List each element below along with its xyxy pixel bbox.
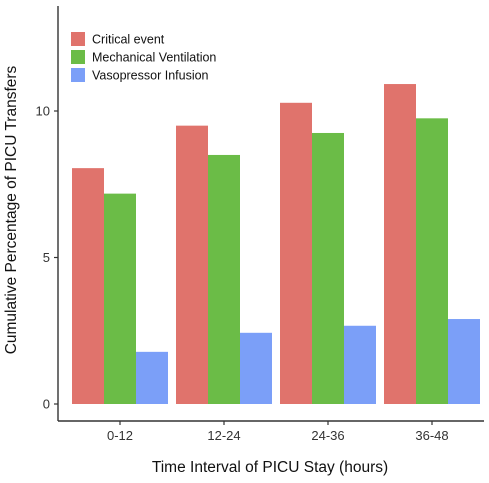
legend-label: Critical event bbox=[92, 33, 165, 47]
bar-mechanical-ventilation-12-24 bbox=[208, 154, 240, 404]
y-tick-labels: 0 5 10 bbox=[36, 104, 58, 412]
bar-mechanical-ventilation-0-12 bbox=[104, 193, 136, 404]
x-tick-label: 12-24 bbox=[207, 428, 240, 443]
bar-critical-event-24-36 bbox=[280, 102, 312, 405]
legend-label: Vasopressor Infusion bbox=[92, 69, 209, 83]
x-axis-label: Time Interval of PICU Stay (hours) bbox=[152, 459, 388, 476]
bar-vasopressor-infusion-36-48 bbox=[448, 319, 480, 404]
bar-mechanical-ventilation-24-36 bbox=[312, 132, 344, 404]
legend-label: Mechanical Ventilation bbox=[92, 51, 216, 65]
y-tick-label: 0 bbox=[43, 397, 50, 412]
legend-swatch bbox=[71, 68, 85, 82]
bar-vasopressor-infusion-0-12 bbox=[136, 351, 168, 404]
x-tick-label: 24-36 bbox=[311, 428, 344, 443]
x-tick-label: 0-12 bbox=[107, 428, 133, 443]
legend-swatch bbox=[71, 50, 85, 64]
y-axis-label: Cumulative Percentage of PICU Transfers bbox=[3, 65, 20, 354]
x-tick-label: 36-48 bbox=[415, 428, 448, 443]
bar-mechanical-ventilation-36-48 bbox=[416, 118, 448, 404]
bars-layer bbox=[72, 84, 480, 405]
x-tick-labels: 0-12 12-24 24-36 36-48 bbox=[107, 421, 449, 443]
bar-vasopressor-infusion-24-36 bbox=[344, 325, 376, 404]
legend-swatch bbox=[71, 32, 85, 46]
bar-critical-event-12-24 bbox=[176, 125, 208, 405]
legend: Critical event Mechanical Ventilation Vaso… bbox=[71, 32, 216, 83]
bar-critical-event-0-12 bbox=[72, 168, 104, 404]
bar-critical-event-36-48 bbox=[384, 84, 416, 404]
axes-layer bbox=[57, 6, 484, 422]
bar-vasopressor-infusion-12-24 bbox=[240, 332, 272, 404]
y-tick-label: 10 bbox=[36, 104, 50, 119]
y-tick-label: 5 bbox=[43, 250, 50, 265]
